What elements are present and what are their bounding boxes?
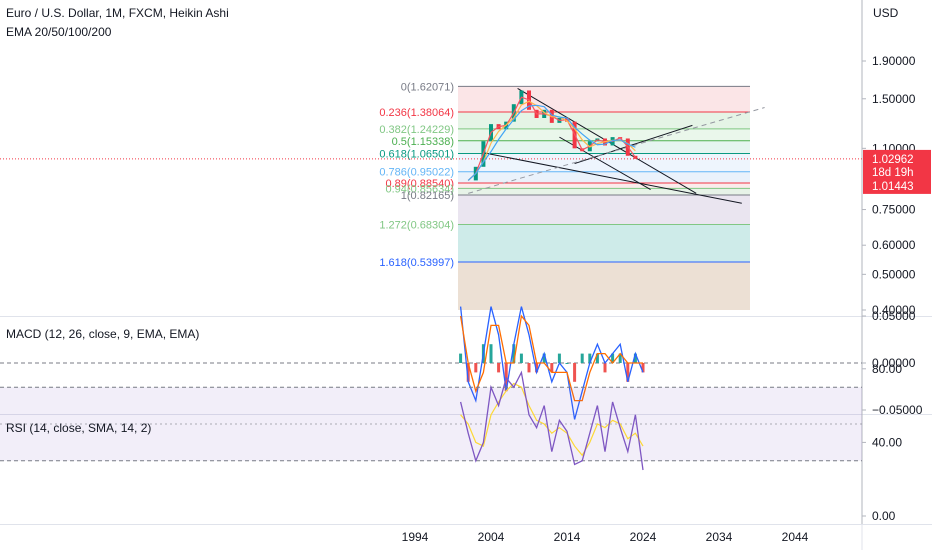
price-tick-label: 1.90000 [872,54,916,68]
symbol-title[interactable]: Euro / U.S. Dollar, 1M, FXCM, Heikin Ash… [6,6,229,20]
macd-histogram-bar [489,344,493,363]
fib-zone [458,194,750,225]
price-candle [633,155,638,159]
macd-histogram-bar [633,353,637,363]
rsi-tick-label: 40.00 [872,435,902,449]
signal-line [459,314,643,402]
macd-histogram-bar [565,363,569,364]
time-tick-label: 2034 [706,530,733,544]
price-tick-label: 0.60000 [872,238,916,252]
ema-indicator-legend[interactable]: EMA 20/50/100/200 [6,25,112,39]
price-tick-label: 0.50000 [872,267,916,281]
ema-line [467,104,636,181]
macd-histogram-bar [588,353,592,363]
secondary-price-value: 1.01443 [872,181,914,193]
fib-level-label: 1.618(0.53997) [379,257,454,269]
rsi-tick-label: 0.00 [872,509,896,523]
fib-level-label: 0.89(0.88540) [386,178,455,190]
rsi-line [459,370,644,471]
bar-countdown: 18d 19h [872,167,914,179]
macd-histogram-bar [550,363,554,373]
time-tick-label: 2044 [782,530,809,544]
trend-line [468,107,765,194]
rsi-legend[interactable]: RSI (14, close, SMA, 14, 2) [6,421,152,435]
current-price-badge [863,149,931,194]
macd-histogram-bar [459,353,463,363]
current-price-value: 1.02962 [872,154,914,166]
macd-histogram-bar [466,363,470,382]
fib-zone [458,171,750,184]
rsi-tick-label: 80.00 [872,362,902,376]
fib-zone [458,183,750,189]
macd-histogram-bar [626,363,630,382]
macd-histogram-bar [497,363,501,373]
fib-level-label: 1.272(0.68304) [379,219,454,231]
fib-zone [458,188,750,195]
fib-level-label: 0.786(0.95022) [379,167,454,179]
macd-tick-label: 0.00000 [872,356,916,370]
macd-histogram-bar [603,363,607,373]
currency-label: USD [873,6,899,20]
time-tick-label: 2014 [554,530,581,544]
macd-histogram-bar [618,353,622,363]
fib-level-label: 0.5(1.15338) [392,136,454,148]
macd-histogram-bar [595,353,599,363]
macd-tick-label: −0.05000 [872,403,923,417]
fib-zone [458,224,750,263]
fib-zone [458,262,750,310]
time-tick-label: 2024 [630,530,657,544]
fib-level-label: 0.382(1.24229) [379,124,454,136]
fib-level-label: 0(1.62071) [401,81,454,93]
macd-line [459,306,644,420]
fib-level-label: 0.618(1.06501) [379,149,454,161]
macd-histogram-bar [542,353,546,363]
price-tick-label: 0.75000 [872,203,916,217]
macd-histogram-bar [519,353,523,363]
fib-zone [458,86,750,113]
fib-zone [458,128,750,141]
macd-histogram-bar [641,363,645,373]
price-tick-label: 0.40000 [872,303,916,317]
trend-line [483,152,742,204]
macd-histogram-bar [512,344,516,363]
macd-histogram-bar [527,363,531,373]
fib-level-label: 0.236(1.38064) [379,107,454,119]
rsi-sma-line [460,382,644,457]
macd-histogram-bar [580,353,584,363]
macd-histogram-bar [557,353,561,363]
macd-histogram-bar [611,353,615,363]
fib-zone [458,140,750,154]
fib-level-label: 1(0.82165) [401,190,454,202]
macd-tick-label: 0.05000 [872,309,916,323]
price-tick-label: 1.50000 [872,92,916,106]
fib-level-label: 0.94(0.85634) [386,183,455,195]
fib-zone [458,112,750,129]
trend-line [574,124,693,165]
time-tick-label: 2004 [478,530,505,544]
macd-histogram-bar [535,363,539,373]
macd-histogram-bar [474,363,478,373]
macd-histogram-bar [573,363,577,382]
ema-line [467,100,636,181]
time-tick-label: 1994 [402,530,429,544]
macd-legend[interactable]: MACD (12, 26, close, 9, EMA, EMA) [6,327,200,341]
